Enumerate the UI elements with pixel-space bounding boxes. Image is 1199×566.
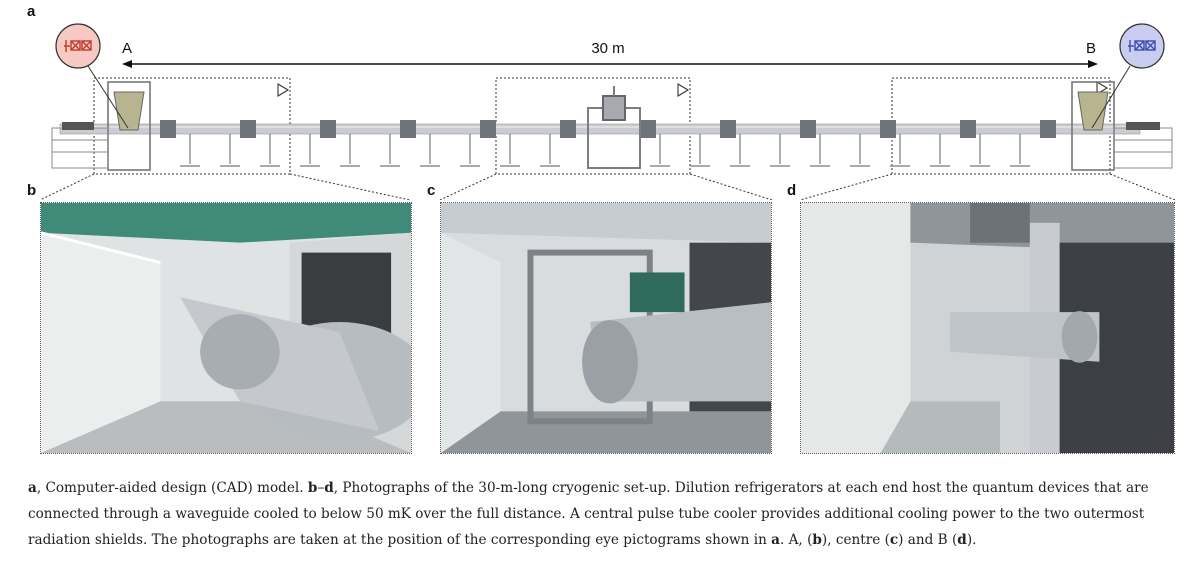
caption-label-a: a [28, 480, 37, 496]
caption-dash: – [317, 480, 325, 496]
caption-text-bd: , Photographs of the 30-m-long cryogenic… [28, 480, 1149, 548]
figure-caption: a, Computer-aided design (CAD) model. b–… [28, 475, 1178, 553]
caption-ref-c: c [889, 532, 899, 548]
eye-pictogram-b-icon [277, 83, 290, 97]
panel-label-b: b [27, 182, 37, 199]
caption-mid-3: ) and B ( [898, 532, 958, 548]
panel-label-d: d [787, 182, 797, 199]
eye-pictogram-c-icon [677, 83, 690, 97]
panel-label-a: a [27, 3, 36, 20]
central-cooler-frame [587, 86, 641, 169]
device-b-icon [1091, 23, 1165, 129]
caption-end: ). [966, 532, 977, 548]
caption-label-d: d [324, 480, 334, 496]
tube-flanges [160, 120, 1056, 138]
panel-label-c: c [427, 182, 436, 199]
device-a-icon [55, 23, 129, 129]
caption-label-b: b [307, 480, 318, 496]
caption-text-a: , Computer-aided design (CAD) model. [36, 480, 308, 496]
caption-ref-a: a [771, 532, 780, 548]
caption-ref-b: b [812, 532, 822, 548]
cryostat-a [51, 81, 151, 171]
photo-d [800, 202, 1175, 454]
caption-ref-d: d [957, 532, 967, 548]
distance-label: 30 m [591, 40, 624, 57]
cryostat-b [1071, 81, 1173, 171]
caption-mid-2: ), centre ( [821, 532, 890, 548]
tube-supports [180, 134, 1030, 167]
end-a-label: A [122, 40, 132, 57]
distance-arrow [122, 60, 1098, 68]
cad-model-figure: 30 m A B [39, 23, 1176, 200]
end-b-label: B [1086, 40, 1096, 57]
photo-b [40, 202, 412, 454]
photo-c [440, 202, 772, 454]
waveguide-tube [59, 123, 1141, 135]
eye-pictogram-d-icon [1096, 81, 1109, 95]
caption-mid-1: . A, ( [779, 532, 813, 548]
